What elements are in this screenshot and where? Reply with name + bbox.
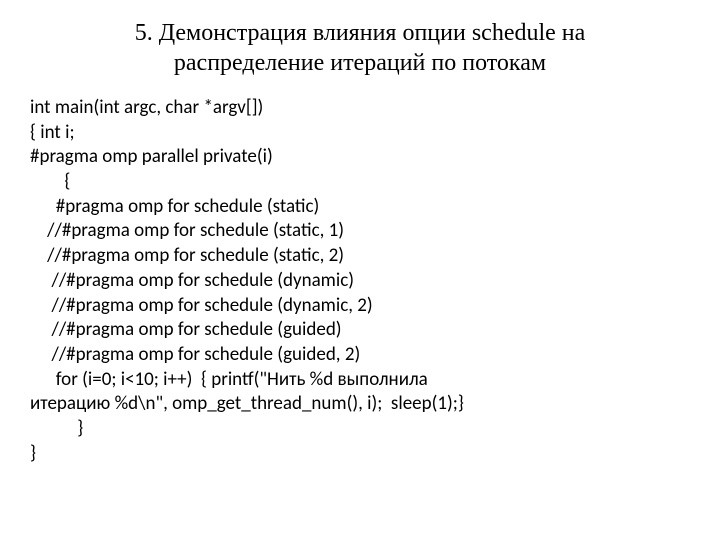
code-line: //#pragma omp for schedule (static, 1) xyxy=(30,219,690,244)
code-line: //#pragma omp for schedule (dynamic, 2) xyxy=(30,294,690,319)
code-line: //#pragma omp for schedule (guided) xyxy=(30,318,690,343)
code-line: #pragma omp parallel private(i) xyxy=(30,145,690,170)
code-line: итерацию %d\n", omp_get_thread_num(), i)… xyxy=(30,392,690,417)
code-line: #pragma omp for schedule (static) xyxy=(30,195,690,220)
code-line: //#pragma omp for schedule (guided, 2) xyxy=(30,343,690,368)
code-line: //#pragma omp for schedule (dynamic) xyxy=(30,269,690,294)
code-line: //#pragma omp for schedule (static, 2) xyxy=(30,244,690,269)
slide-container: 5. Демонстрация влияния опции schedule н… xyxy=(0,0,720,486)
code-line: { xyxy=(30,170,690,195)
code-line: } xyxy=(30,442,690,467)
slide-title: 5. Демонстрация влияния опции schedule н… xyxy=(30,18,690,78)
code-line: } xyxy=(30,417,690,442)
code-line: for (i=0; i<10; i++) { printf("Нить %d в… xyxy=(30,368,690,393)
code-block: int main(int argc, char *argv[]) { int i… xyxy=(30,96,690,466)
code-line: { int i; xyxy=(30,121,690,146)
code-line: int main(int argc, char *argv[]) xyxy=(30,96,690,121)
